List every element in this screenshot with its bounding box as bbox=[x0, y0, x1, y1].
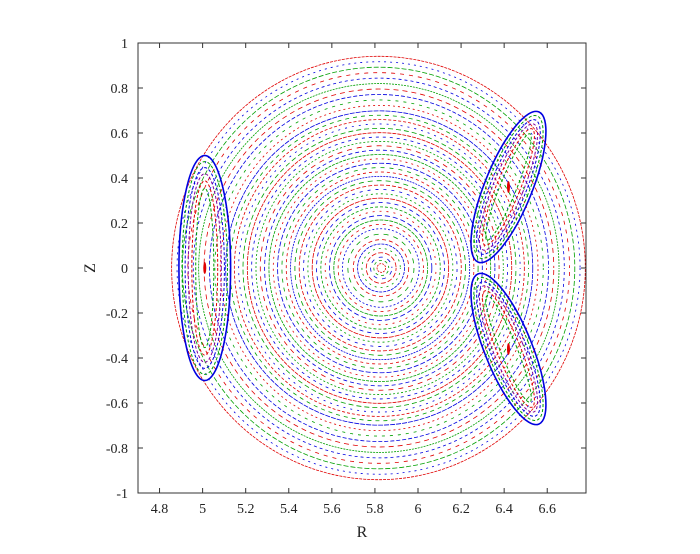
x-axis-ticks: 4.8 5 5.2 5.4 5.6 5.8 6 6.2 6.4 6.6 bbox=[151, 43, 556, 517]
flux-surface bbox=[311, 197, 450, 339]
x-tick-label: 5.8 bbox=[366, 502, 384, 517]
flux-surface bbox=[192, 77, 565, 459]
flux-surface bbox=[259, 145, 500, 391]
island-o-point bbox=[506, 181, 510, 193]
flux-surface bbox=[370, 256, 393, 280]
flux-surface bbox=[264, 149, 496, 387]
island-o-point bbox=[203, 262, 207, 274]
x-tick-label: 5.2 bbox=[237, 502, 255, 517]
island-contour bbox=[478, 285, 539, 413]
flux-surface bbox=[281, 167, 479, 369]
x-tick-label: 5.6 bbox=[323, 502, 341, 517]
flux-surface bbox=[298, 184, 462, 352]
island-contour bbox=[476, 119, 541, 255]
flux-surface bbox=[255, 141, 504, 395]
y-tick-label: 0.2 bbox=[111, 217, 129, 232]
flux-surface bbox=[365, 252, 397, 284]
island-contour bbox=[187, 173, 222, 363]
y-tick-label: -0.2 bbox=[106, 307, 128, 322]
flux-surface bbox=[268, 154, 492, 382]
flux-surface bbox=[347, 233, 415, 303]
flux-surface bbox=[361, 247, 401, 289]
flux-surface bbox=[198, 83, 560, 453]
x-tick-label: 5.4 bbox=[280, 502, 298, 517]
x-tick-label: 6 bbox=[415, 502, 422, 517]
flux-surface bbox=[352, 239, 410, 297]
island-contour bbox=[485, 133, 532, 241]
y-tick-label: 0 bbox=[121, 262, 128, 277]
x-tick-label: 6.6 bbox=[538, 502, 556, 517]
flux-surface bbox=[329, 215, 433, 321]
flux-surface bbox=[219, 105, 539, 431]
flux-surface bbox=[294, 180, 466, 356]
flux-surface bbox=[214, 99, 544, 437]
x-tick-label: 6.2 bbox=[452, 502, 470, 517]
island-contour bbox=[184, 167, 225, 369]
flux-surface bbox=[246, 132, 513, 404]
island-contour bbox=[191, 180, 219, 356]
island-contour bbox=[195, 187, 215, 349]
flux-surface bbox=[277, 162, 483, 374]
y-tick-label: 0.6 bbox=[111, 127, 129, 142]
flux-surface bbox=[209, 94, 549, 442]
flux-surface bbox=[373, 259, 390, 277]
flux-surface bbox=[337, 223, 424, 313]
y-tick-label: -0.8 bbox=[106, 442, 128, 457]
island-contour bbox=[482, 290, 535, 408]
x-axis-label: R bbox=[357, 524, 368, 541]
flux-surface bbox=[238, 123, 521, 413]
flux-surface bbox=[176, 61, 581, 475]
x-tick-label: 6.4 bbox=[495, 502, 513, 517]
flux-surface bbox=[333, 219, 429, 317]
y-axis-label: Z bbox=[82, 263, 99, 273]
y-tick-label: -0.4 bbox=[106, 352, 128, 367]
flux-surface bbox=[242, 127, 517, 409]
flux-surface bbox=[187, 72, 570, 464]
flux-surface bbox=[316, 202, 445, 334]
x-tick-label: 5 bbox=[199, 502, 206, 517]
flux-surface bbox=[272, 158, 487, 378]
flux-surface bbox=[229, 114, 529, 422]
flux-surfaces bbox=[171, 55, 586, 481]
flux-surface bbox=[182, 66, 576, 470]
flux-surface bbox=[285, 171, 475, 365]
y-tick-label: 1 bbox=[121, 37, 128, 52]
flux-surface bbox=[225, 110, 534, 426]
flux-surface bbox=[233, 119, 525, 417]
island-contour bbox=[473, 115, 544, 259]
island-chains bbox=[178, 110, 547, 426]
y-tick-label: 0.8 bbox=[111, 82, 129, 97]
flux-surface bbox=[320, 206, 441, 330]
island-contour bbox=[470, 272, 547, 426]
y-tick-label: -1 bbox=[116, 487, 128, 502]
flux-surface bbox=[303, 189, 458, 347]
y-tick-label: 0.4 bbox=[111, 172, 129, 187]
flux-surface bbox=[376, 263, 386, 273]
flux-surface bbox=[342, 228, 420, 308]
flux-surface bbox=[324, 210, 437, 326]
island-contour bbox=[181, 161, 229, 375]
island-contour bbox=[478, 123, 539, 251]
island-contour bbox=[473, 277, 544, 421]
island-contour bbox=[482, 128, 535, 246]
flux-surface bbox=[290, 175, 471, 361]
island-contour bbox=[470, 110, 547, 264]
flux-surface bbox=[357, 243, 405, 293]
y-axis-ticks: 1 0.8 0.6 0.4 0.2 0 -0.2 -0.4 -0.6 -0.8 -1 bbox=[106, 37, 586, 502]
y-tick-label: -0.6 bbox=[106, 397, 128, 412]
island-contour bbox=[485, 295, 532, 403]
island-contour bbox=[178, 154, 232, 382]
island-o-point bbox=[506, 343, 510, 355]
x-tick-label: 4.8 bbox=[151, 502, 169, 517]
